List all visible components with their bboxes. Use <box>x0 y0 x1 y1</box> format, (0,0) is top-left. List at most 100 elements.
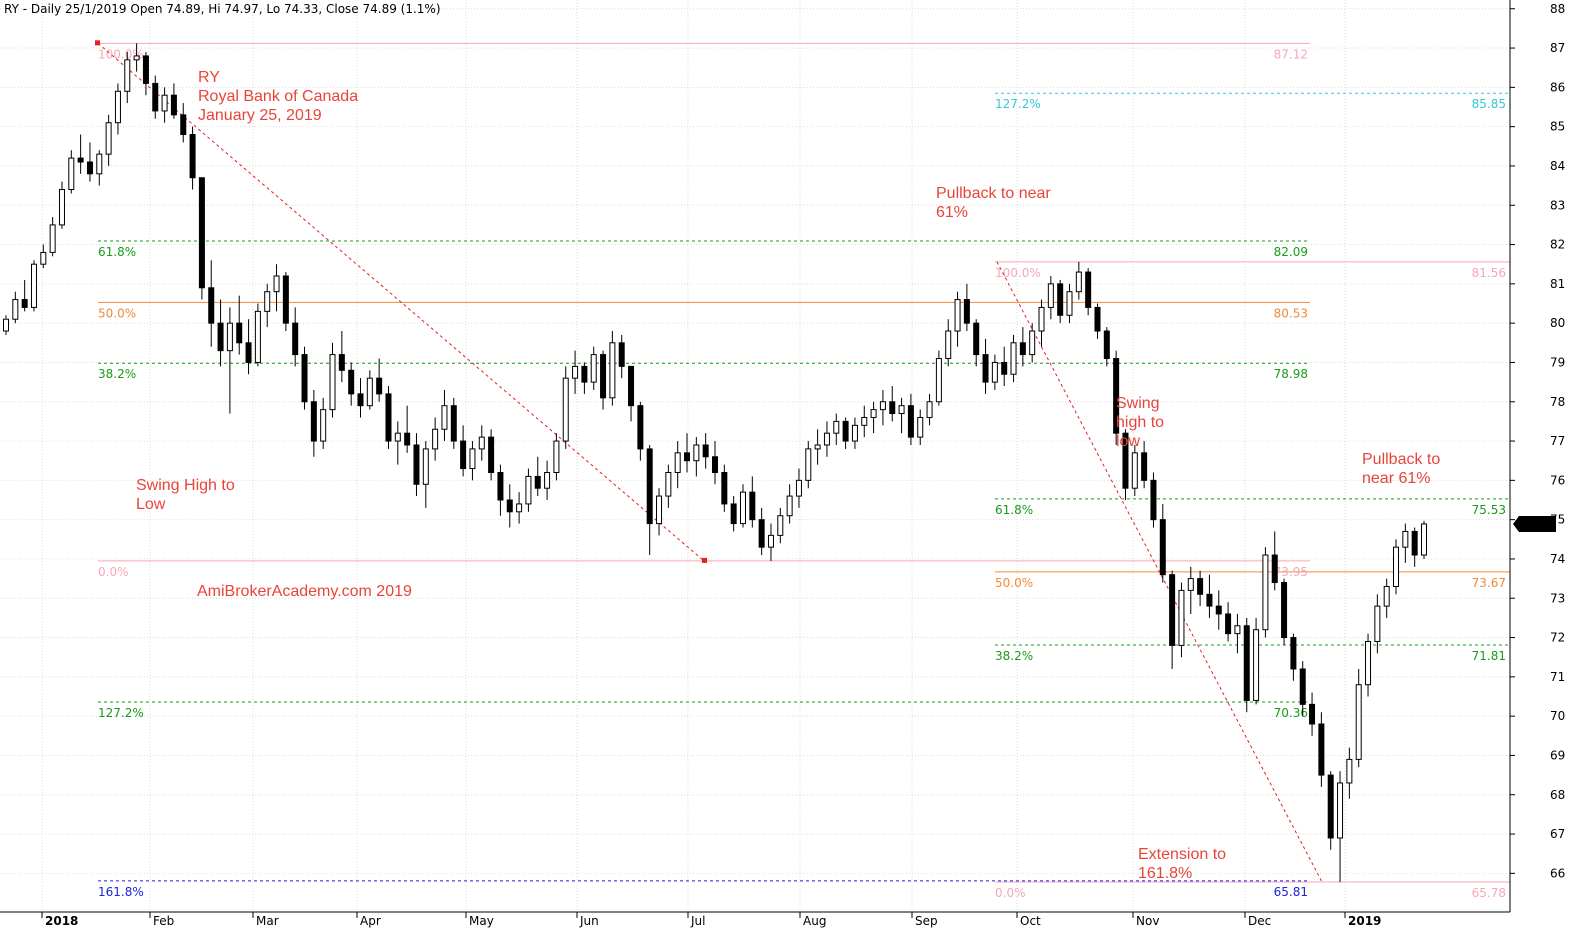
candle-body-up <box>1234 625 1241 635</box>
y-tick-label: 73 <box>1550 591 1565 605</box>
candle-body-down <box>721 471 728 505</box>
candle-body-down <box>702 444 709 458</box>
candle-body-down <box>1327 774 1334 839</box>
candle-body-down <box>1019 342 1026 356</box>
candlesticks <box>3 43 1427 882</box>
candle-body-up <box>105 122 112 155</box>
candle-body-down <box>1271 554 1278 584</box>
candle-body-up <box>264 291 271 312</box>
y-tick-label: 76 <box>1550 473 1565 487</box>
candle-body-up <box>1047 283 1054 308</box>
candle-body-up <box>1402 530 1409 548</box>
candle-body-down <box>1411 530 1418 556</box>
annotation-swing-high-low-2: high to <box>1116 414 1164 431</box>
candle-body-down <box>1197 578 1204 595</box>
candle-body-down <box>1225 613 1232 635</box>
fib2-value-label: 71.81 <box>1472 649 1506 663</box>
candle-body-up <box>861 416 868 426</box>
fib2-pct-label: 127.2% <box>995 97 1041 111</box>
candle-body-up <box>814 444 821 450</box>
candle-body-up <box>674 452 681 473</box>
fib1-value-label: 82.09 <box>1274 245 1308 259</box>
candle-body-down <box>1122 432 1129 489</box>
candle-body-down <box>628 365 635 407</box>
y-tick-label: 67 <box>1550 827 1565 841</box>
candle-body-up <box>96 153 103 175</box>
last-close-badge <box>1513 515 1556 532</box>
fib2-value-label: 73.67 <box>1472 576 1506 590</box>
candle-body-down <box>842 420 849 442</box>
candle-body-down <box>77 157 84 163</box>
candle-body-up <box>954 299 961 332</box>
y-tick-label: 70 <box>1550 709 1565 723</box>
candle-body-down <box>338 354 345 371</box>
y-tick-label: 81 <box>1550 277 1565 291</box>
candle-body-up <box>1421 523 1427 556</box>
candle-body-up <box>870 409 877 418</box>
annotation-title: January 25, 2019 <box>198 107 322 124</box>
candle-body-up <box>329 354 336 411</box>
candle-body-down <box>1085 271 1092 308</box>
y-tick-label: 87 <box>1550 41 1565 55</box>
candle-body-down <box>348 369 355 395</box>
candle-body-down <box>21 299 28 308</box>
x-tick-label: Sep <box>915 914 938 928</box>
candle-body-down <box>208 287 215 324</box>
annotation-swing-high-low: Low <box>136 496 166 513</box>
candle-body-up <box>1365 640 1372 686</box>
trend-line-2 <box>996 261 1323 883</box>
candle-body-down <box>170 94 177 116</box>
annotation-swing-high-low: Swing High to <box>136 477 235 494</box>
candle-body-down <box>1281 582 1288 639</box>
candle-body-up <box>609 342 616 399</box>
x-tick-label: Apr <box>360 914 381 928</box>
fib1-pct-label: 100.0% <box>98 47 144 61</box>
y-tick-label: 80 <box>1550 316 1565 330</box>
candle-body-down <box>506 499 513 513</box>
fib1-pct-label: 61.8% <box>98 245 136 259</box>
candle-body-down <box>1150 479 1157 521</box>
candle-body-up <box>917 416 924 438</box>
candle-body-up <box>30 263 37 308</box>
candle-body-up <box>1038 306 1045 332</box>
candle-body-up <box>935 358 942 403</box>
candle-body-up <box>516 503 523 513</box>
candle-body-down <box>1057 283 1064 316</box>
candle-body-up <box>226 322 233 352</box>
annotation-pullback-right: Pullback to <box>1362 451 1440 468</box>
candle-body-up <box>1346 758 1353 784</box>
candle-body-down <box>413 444 420 485</box>
candle-body-up <box>124 59 131 92</box>
x-tick-label: May <box>469 914 494 928</box>
watermark: AmiBrokerAcademy.com 2019 <box>197 583 412 600</box>
chart-header: RY - Daily 25/1/2019 Open 74.89, Hi 74.9… <box>4 2 441 16</box>
candle-body-up <box>68 157 75 191</box>
candle-body-up <box>879 401 886 411</box>
candle-body-down <box>581 365 588 383</box>
candle-body-down <box>310 401 317 442</box>
candle-body-up <box>851 424 858 442</box>
candle-body-down <box>198 177 205 289</box>
candle-body-up <box>1178 589 1185 646</box>
candle-body-up <box>366 377 373 407</box>
y-tick-label: 84 <box>1550 159 1565 173</box>
candle-body-up <box>1374 605 1381 642</box>
candle-body-up <box>767 534 774 548</box>
candle-body-down <box>1113 358 1120 434</box>
fib1-value-label: 80.53 <box>1274 306 1308 320</box>
candle-body-down <box>404 432 411 446</box>
candle-body-up <box>553 440 560 473</box>
candle-body-up <box>1253 629 1260 701</box>
x-tick-label: Feb <box>153 914 174 928</box>
candle-body-down <box>1103 330 1110 360</box>
candle-body-down <box>236 322 243 344</box>
candle-body-down <box>907 405 914 438</box>
annotation-pullback-top: 61% <box>936 204 968 221</box>
candle-body-up <box>469 448 476 470</box>
candle-body-up <box>777 515 784 536</box>
candle-body-down <box>189 134 196 179</box>
candle-body-down <box>1206 593 1213 607</box>
fib1-pct-label: 38.2% <box>98 367 136 381</box>
candle-body-down <box>180 114 187 136</box>
candle-body-up <box>432 428 439 450</box>
